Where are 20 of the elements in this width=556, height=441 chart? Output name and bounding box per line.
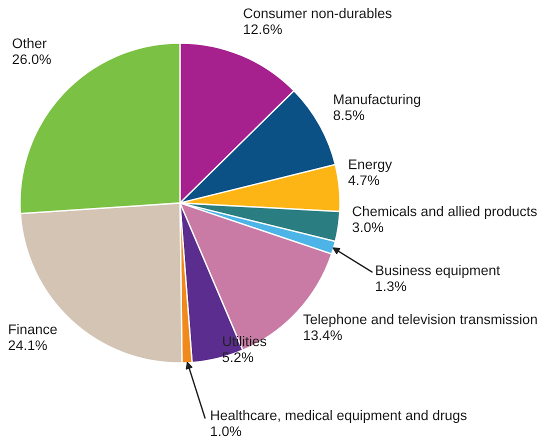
slice-label: Utilities xyxy=(223,336,266,346)
data-label: 4.7% xyxy=(348,175,380,186)
slice-label: Energy xyxy=(349,160,392,172)
slice-label: Consumer non-durables xyxy=(244,8,392,18)
data-label: 26.0% xyxy=(12,54,51,64)
data-label: 12.6% xyxy=(244,24,282,34)
slice-label: Chemicals and allied products xyxy=(352,206,537,219)
slice-label: Telephone and television transmission xyxy=(303,314,537,327)
data-label: 8.5% xyxy=(334,110,364,120)
slice-label: Other xyxy=(12,38,47,48)
data-label: 3.0% xyxy=(352,222,384,232)
data-label: 1.3% xyxy=(376,281,406,292)
data-label: 5.2% xyxy=(222,352,254,362)
data-label: 13.4% xyxy=(304,330,342,340)
slice-label: Manufacturing xyxy=(334,94,420,107)
slice-label: Healthcare, medical equipment and drugs xyxy=(211,410,467,423)
data-label: 1.0% xyxy=(211,426,242,436)
slice-label: Finance xyxy=(9,324,57,334)
data-label: 24.1% xyxy=(8,340,47,350)
slice-label: Business equipment xyxy=(376,265,500,278)
